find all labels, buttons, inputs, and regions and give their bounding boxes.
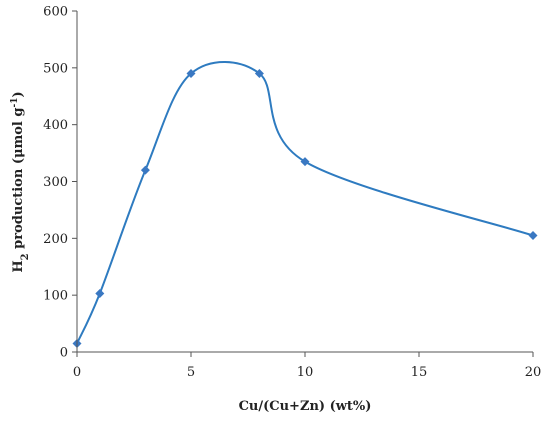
y-tick-label: 0 xyxy=(60,346,68,361)
data-point-marker xyxy=(95,288,105,298)
data-point-marker xyxy=(254,69,264,79)
y-axis-title: H2 production (μmol g-1) xyxy=(10,91,31,272)
y-axis-title-mid: production (μmol g xyxy=(11,108,26,254)
y-axis-ticks: 0 100 200 300 400 500 600 xyxy=(43,5,77,361)
y-tick-label: 400 xyxy=(43,118,68,133)
y-tick-label: 200 xyxy=(43,232,68,247)
x-axis-title: Cu/(Cu+Zn) (wt%) xyxy=(239,399,372,414)
x-tick-label: 20 xyxy=(525,365,542,380)
x-tick-label: 15 xyxy=(411,365,428,380)
y-tick-label: 100 xyxy=(43,289,68,304)
data-point-marker xyxy=(186,69,196,79)
data-point-marker xyxy=(140,165,150,175)
y-axis-title-sup: -1 xyxy=(10,98,20,108)
data-point-marker xyxy=(528,230,538,240)
y-tick-label: 600 xyxy=(43,5,68,20)
x-axis-ticks: 0 5 10 15 20 xyxy=(73,352,541,380)
y-axis-title-sub: 2 xyxy=(20,253,31,260)
series-line xyxy=(76,61,534,344)
y-tick-label: 500 xyxy=(43,61,68,76)
data-point-marker xyxy=(300,157,310,167)
plot-area xyxy=(72,61,538,348)
x-tick-label: 5 xyxy=(187,365,195,380)
x-tick-label: 10 xyxy=(297,365,314,380)
y-tick-label: 300 xyxy=(43,175,68,190)
y-axis-title-post: ) xyxy=(11,91,26,97)
y-axis-title-pre: H xyxy=(11,260,26,272)
x-tick-label: 0 xyxy=(73,365,81,380)
